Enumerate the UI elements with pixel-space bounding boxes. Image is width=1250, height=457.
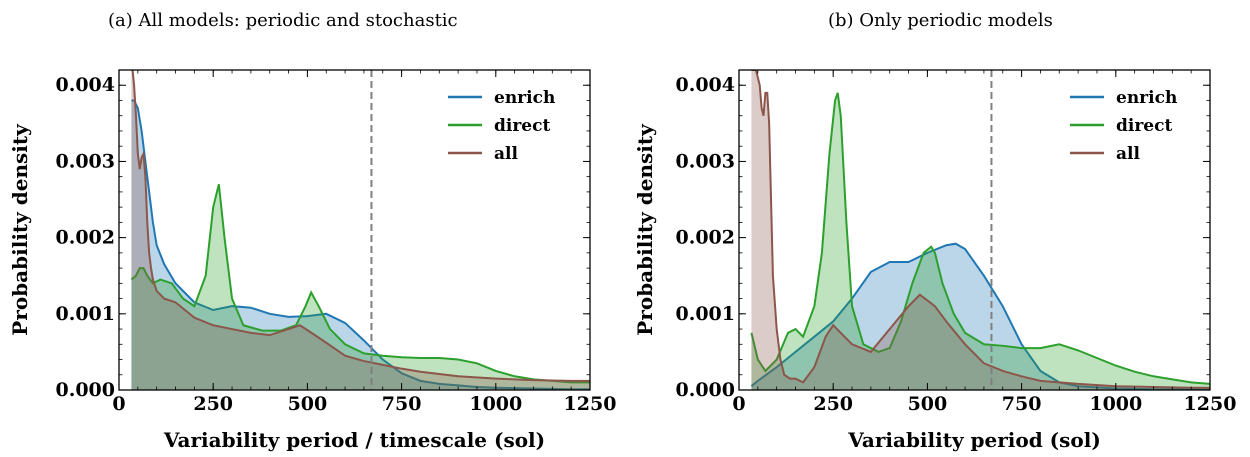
legend: enrich direct all [1070,88,1177,164]
legend-label-all: all [494,144,518,164]
x-tick-label: 750 [382,393,422,415]
x-tick-label: 0 [732,393,745,415]
chart-a: 0 250 500 750 1000 1250 0.000 0.001 0.002 0.003 0.… [8,69,617,452]
y-tick-label: 0.002 [56,227,116,249]
line-direct [750,92,1210,385]
area-all [131,70,590,390]
legend: enrich direct all [448,88,555,164]
y-tick-label: 0.003 [676,150,736,172]
y-tick-label: 0.001 [56,303,116,325]
plot-area [750,70,1210,390]
legend-label-all: all [1116,144,1140,164]
y-tick-label: 0.004 [56,74,116,96]
axes-frame [738,69,1211,391]
x-tick-label: 750 [1002,393,1042,415]
x-tick-label: 0 [112,393,125,415]
legend-label-direct: direct [494,116,550,136]
x-tick-label: 500 [908,393,948,415]
chart-b: 0 250 500 750 1000 1250 0.000 0.001 0.002 0.003 0.… [633,69,1237,452]
plot-area [130,70,590,390]
x-axis-label: Variability period / timescale (sol) [163,428,545,452]
axes-frame [118,69,591,391]
panel-a-title: (a) All models: periodic and stochastic [108,10,458,31]
x-tick-label: 500 [288,393,328,415]
line-direct [130,184,590,384]
panel-b-title: (b) Only periodic models [828,10,1053,31]
area-direct [751,92,1210,390]
x-tick-label: 250 [193,393,233,415]
x-tick-label: 250 [813,393,853,415]
line-all [131,70,590,382]
x-tick-label: 1250 [1184,393,1237,415]
y-tick-label: 0.001 [676,303,736,325]
y-axis-label: Probability density [8,123,32,336]
line-enrich [131,99,590,390]
x-tick-label: 1000 [469,393,522,415]
x-tick-label: 1000 [1089,393,1142,415]
line-all [751,70,1210,389]
y-tick-label: 0.000 [56,379,116,401]
y-axis-label: Probability density [633,123,657,336]
y-tick-label: 0.002 [676,227,736,249]
area-direct [131,184,590,390]
y-tick-label: 0.004 [676,74,736,96]
x-tick-label: 1250 [564,393,617,415]
legend-label-enrich: enrich [494,88,555,108]
y-tick-label: 0.000 [676,379,736,401]
x-axis-label: Variability period (sol) [847,428,1101,452]
legend-label-direct: direct [1116,116,1172,136]
legend-label-enrich: enrich [1116,88,1177,108]
area-enrich [131,100,590,390]
y-tick-label: 0.003 [56,150,116,172]
